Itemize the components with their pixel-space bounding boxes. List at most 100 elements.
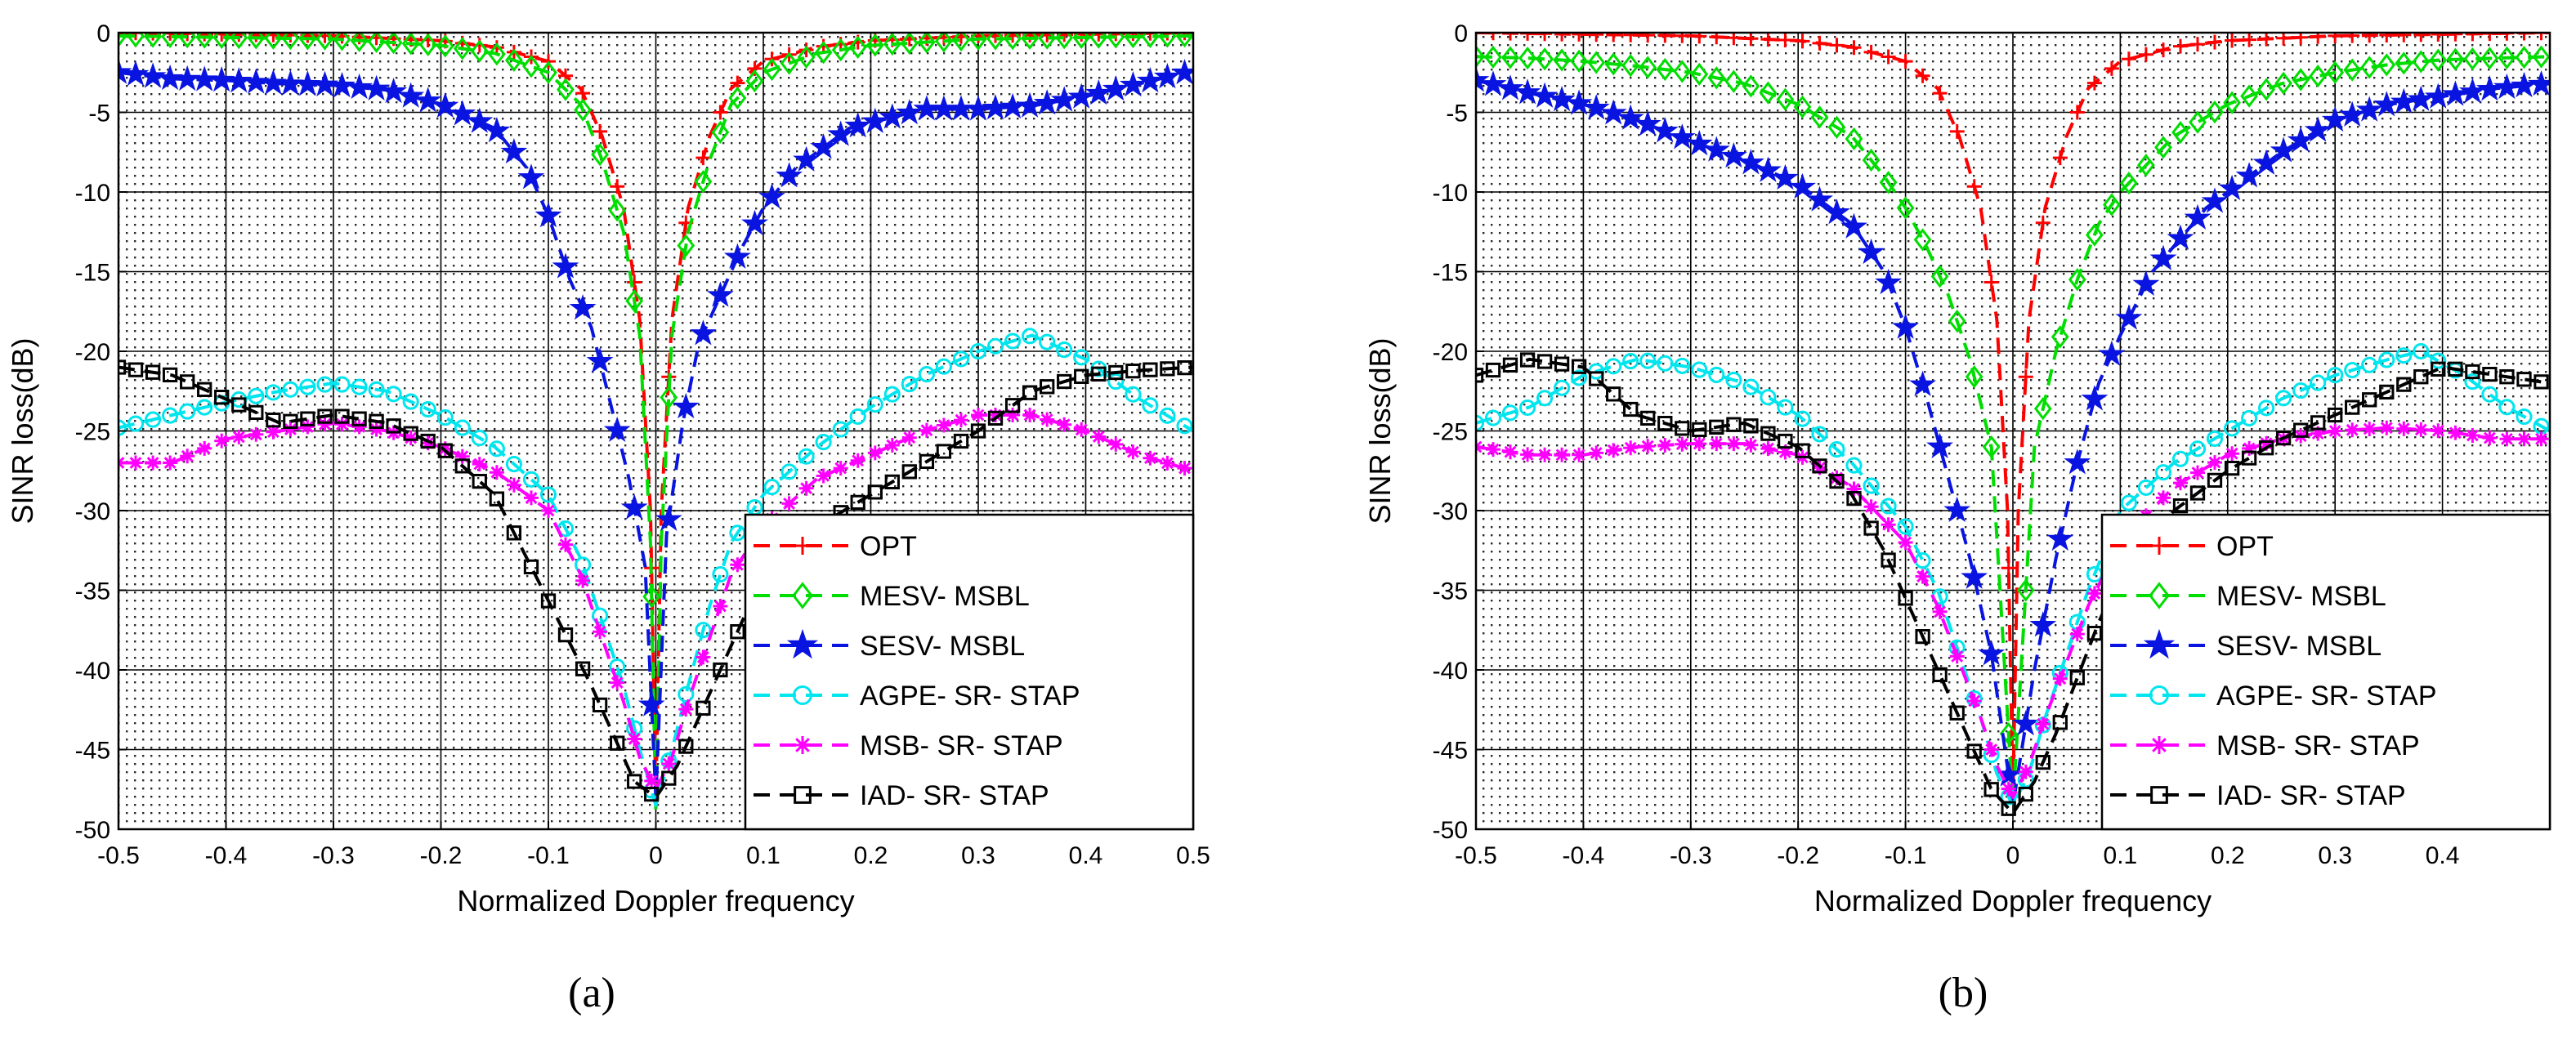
- data-point: [397, 82, 425, 108]
- data-point: [1617, 104, 1644, 130]
- data-point: [723, 243, 751, 269]
- data-point: [2511, 71, 2538, 98]
- data-point: [678, 739, 694, 754]
- data-point: [919, 453, 935, 470]
- data-point: [1657, 355, 1674, 372]
- data-point: [936, 444, 952, 459]
- data-point: [655, 505, 682, 531]
- data-point: [179, 403, 196, 420]
- data-point: [1160, 361, 1175, 377]
- data-point: [884, 474, 900, 490]
- data-point: [987, 410, 1004, 426]
- data-point: [1640, 33, 1656, 43]
- data-point: [2344, 361, 2361, 379]
- data-point: [1537, 447, 1553, 462]
- x-tick-label: 0.2: [2211, 842, 2245, 869]
- data-point: [1142, 397, 1159, 414]
- data-point: [694, 170, 713, 194]
- data-point: [248, 387, 265, 404]
- legend-marker: [2150, 786, 2168, 804]
- data-point: [746, 499, 763, 516]
- data-point: [2252, 149, 2280, 175]
- data-point: [1881, 49, 1896, 65]
- data-point: [2240, 84, 2258, 108]
- data-point: [454, 449, 470, 464]
- data-point: [420, 433, 436, 449]
- data-point: [815, 434, 832, 451]
- data-point: [1476, 66, 1490, 92]
- data-point: [971, 408, 986, 422]
- data-point: [283, 413, 298, 429]
- x-tick-label: 0: [649, 842, 663, 869]
- data-point: [2154, 136, 2172, 159]
- legend-item: MESV- MSBL: [754, 581, 1030, 612]
- data-point: [678, 702, 694, 717]
- x-tick-label: -0.4: [1563, 842, 1605, 869]
- data-point: [1707, 66, 1726, 90]
- data-point: [432, 92, 459, 118]
- data-point: [2395, 51, 2413, 75]
- legend-label: SESV- MSBL: [860, 631, 1025, 662]
- data-point: [1913, 228, 1932, 252]
- y-tick-label: -30: [1433, 498, 1468, 525]
- data-point: [139, 62, 167, 88]
- series-markers-4: [119, 408, 1192, 788]
- data-point: [2001, 781, 2016, 797]
- data-point: [2448, 425, 2463, 440]
- data-point: [2379, 384, 2395, 400]
- x-tick-label: 0.4: [2426, 842, 2460, 869]
- data-point: [557, 627, 574, 643]
- data-point: [919, 422, 934, 438]
- data-point: [2064, 449, 2091, 475]
- data-point: [1812, 458, 1827, 474]
- y-tick-label: -20: [1433, 339, 1468, 366]
- series-markers-1: [1476, 45, 2550, 746]
- y-tick-label: 0: [96, 20, 110, 47]
- data-point: [1674, 357, 1691, 374]
- data-point: [414, 87, 442, 113]
- data-point: [1143, 362, 1158, 377]
- x-tick-label: -0.3: [1670, 842, 1712, 869]
- data-point: [1754, 156, 1782, 182]
- data-point: [265, 384, 282, 401]
- data-point: [660, 386, 678, 409]
- data-point: [1171, 59, 1193, 85]
- data-point: [1846, 40, 1862, 56]
- data-point: [953, 433, 969, 449]
- data-point: [1795, 443, 1810, 458]
- data-point: [1915, 569, 1930, 584]
- data-point: [2293, 422, 2309, 438]
- data-point: [848, 35, 867, 60]
- data-point: [2465, 428, 2480, 443]
- data-point: [2310, 426, 2326, 441]
- data-point: [282, 381, 299, 398]
- y-tick-label: -10: [75, 180, 110, 207]
- data-point: [1810, 105, 1829, 129]
- data-point: [627, 774, 642, 789]
- data-point: [1004, 33, 1022, 51]
- data-point: [266, 424, 281, 440]
- data-point: [351, 411, 367, 426]
- data-point: [1004, 398, 1021, 413]
- data-point: [329, 72, 356, 98]
- data-point: [2516, 408, 2533, 426]
- data-point: [317, 417, 333, 432]
- data-point: [1038, 33, 1057, 50]
- data-point: [952, 350, 970, 368]
- data-point: [1742, 74, 1760, 98]
- data-point: [1572, 447, 1587, 462]
- data-point: [867, 484, 883, 500]
- data-point: [620, 493, 648, 520]
- data-point: [706, 281, 734, 307]
- data-point: [2293, 33, 2309, 45]
- data-point: [1840, 212, 1867, 239]
- data-point: [2327, 367, 2344, 384]
- data-point: [1949, 649, 1965, 664]
- data-point: [1778, 433, 1793, 449]
- data-point: [2052, 715, 2068, 730]
- data-point: [522, 471, 540, 488]
- data-point: [2377, 53, 2396, 77]
- data-point: [1634, 110, 1661, 136]
- y-tick-label: -25: [1433, 419, 1468, 446]
- data-point: [610, 735, 625, 751]
